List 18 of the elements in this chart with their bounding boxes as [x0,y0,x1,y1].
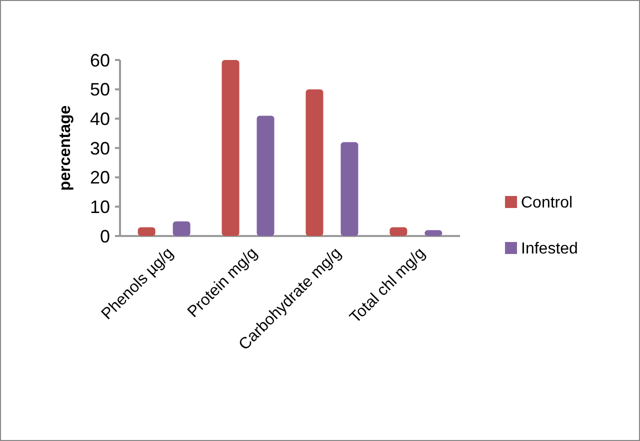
y-tick-label: 10 [90,196,110,217]
y-tick-label: 30 [90,138,110,158]
y-tick-label: 0 [100,226,110,246]
legend-label: Control [521,194,573,212]
legend-label: Infested [521,240,578,258]
bar [138,227,156,236]
bar [390,227,408,236]
y-tick-label: 50 [90,80,110,100]
y-tick-label: 40 [90,108,110,129]
bar [424,230,442,236]
y-tick-label: 60 [90,50,110,70]
bar [172,221,190,236]
y-axis-title: percentage [57,105,74,191]
y-tick-label: 20 [90,168,110,188]
bar [306,89,324,236]
bar [340,142,358,236]
bar [222,60,240,236]
bar [256,116,274,236]
